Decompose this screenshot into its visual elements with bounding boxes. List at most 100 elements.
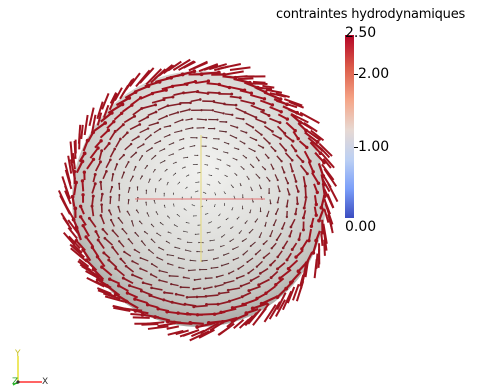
vector-glyph — [157, 104, 169, 111]
vector-glyph — [285, 121, 296, 132]
vector-glyph-head — [192, 69, 197, 74]
vector-glyph — [124, 143, 132, 151]
vector-glyph — [242, 238, 248, 242]
vector-glyph — [190, 321, 204, 326]
vector-glyph-head — [260, 187, 262, 190]
vector-glyph — [250, 104, 264, 112]
vector-glyph-head — [264, 225, 267, 227]
vector-glyph — [317, 208, 325, 222]
vector-glyph-head — [167, 262, 169, 265]
vector-glyph — [297, 261, 308, 273]
vector-glyph-head — [84, 235, 88, 239]
vector-glyph-head — [288, 234, 292, 238]
vector-glyph-head — [198, 98, 202, 101]
vector-glyph — [250, 275, 260, 282]
vector-glyph-head — [121, 227, 124, 230]
vector-glyph — [184, 90, 198, 94]
vector-glyph — [235, 107, 246, 114]
vector-glyph-rim — [320, 147, 331, 159]
vector-glyph — [273, 219, 277, 226]
vector-glyph-head — [280, 160, 283, 163]
vector-glyph-head — [113, 129, 117, 133]
vector-glyph-head — [78, 204, 83, 208]
vector-glyph — [190, 98, 201, 103]
vector-glyph — [249, 228, 254, 234]
vector-glyph-rim — [328, 219, 334, 234]
vector-glyph — [303, 150, 311, 162]
vector-glyph — [264, 125, 273, 133]
vector-glyph — [141, 240, 147, 247]
vector-glyph — [192, 204, 196, 207]
vector-glyph — [88, 217, 97, 228]
vector-glyph-head — [251, 189, 253, 192]
vector-glyph-head — [319, 205, 324, 210]
vector-glyph-head — [167, 181, 169, 184]
vector-glyph-head — [154, 154, 157, 157]
vector-glyph-rim — [147, 325, 169, 330]
vector-glyph-head — [173, 203, 175, 205]
vector-glyph — [289, 162, 294, 172]
vector-glyph — [115, 123, 124, 132]
vector-glyph-head — [158, 246, 160, 249]
vector-glyph-head — [301, 228, 305, 232]
vector-glyph-rim — [64, 190, 72, 205]
vector-glyph-head — [258, 236, 261, 238]
vector-glyph-head — [111, 229, 114, 232]
vector-glyph — [124, 161, 130, 169]
vector-glyph-head — [210, 267, 213, 270]
vector-glyph — [201, 136, 207, 139]
vector-glyph — [161, 85, 173, 91]
vector-glyph-head — [229, 240, 231, 243]
vector-glyph — [312, 241, 318, 254]
vector-glyph — [266, 210, 270, 217]
vector-glyph — [122, 277, 134, 285]
vector-glyph-head — [117, 205, 120, 208]
vector-glyph-head — [301, 216, 305, 220]
vector-glyph-head — [316, 181, 321, 185]
vector-glyph-head — [258, 272, 262, 275]
vector-glyph-head — [223, 282, 226, 285]
vector-glyph — [219, 130, 227, 133]
vector-glyph-head — [267, 114, 271, 117]
vector-glyph-head — [154, 103, 158, 107]
vector-glyph-rim — [290, 112, 309, 124]
vector-glyph-head — [130, 142, 133, 146]
vector-glyph-head — [296, 136, 300, 141]
vector-glyph — [185, 249, 192, 252]
vector-glyph-rim — [326, 193, 335, 209]
vector-glyph-head — [190, 196, 192, 198]
vector-glyph-head — [90, 204, 94, 208]
vector-glyph-head — [305, 172, 309, 176]
vector-glyph-head — [174, 246, 176, 249]
vector-glyph — [196, 321, 216, 329]
vector-glyph — [255, 249, 262, 255]
vector-glyph — [256, 292, 268, 300]
vector-glyph-head — [230, 92, 234, 96]
vector-glyph — [194, 278, 202, 281]
vector-glyph-rim — [275, 299, 286, 317]
vector-glyph — [270, 270, 279, 279]
vector-glyph-rim — [70, 247, 88, 263]
vector-glyph — [115, 138, 122, 148]
vector-glyph-rim — [69, 243, 86, 259]
vector-glyph-head — [286, 182, 290, 185]
vector-glyph — [86, 158, 95, 170]
vector-glyph-head — [109, 195, 112, 199]
vector-glyph — [309, 141, 322, 154]
vector-glyph-head — [238, 96, 242, 100]
vector-glyph-head — [215, 275, 218, 279]
vector-glyph-head — [146, 212, 148, 214]
vector-glyph-head — [112, 119, 116, 124]
vector-glyph-rim — [69, 141, 74, 164]
vector-glyph-head — [160, 178, 162, 180]
vector-glyph-rim — [268, 301, 281, 320]
vector-glyph-head — [242, 253, 245, 256]
vector-glyph — [212, 147, 218, 150]
vector-glyph-head — [141, 175, 143, 177]
vector-glyph-rim — [112, 304, 126, 310]
vector-glyph-rim — [85, 270, 104, 282]
vector-glyph-head — [206, 200, 208, 202]
vector-glyph-head — [174, 292, 178, 296]
